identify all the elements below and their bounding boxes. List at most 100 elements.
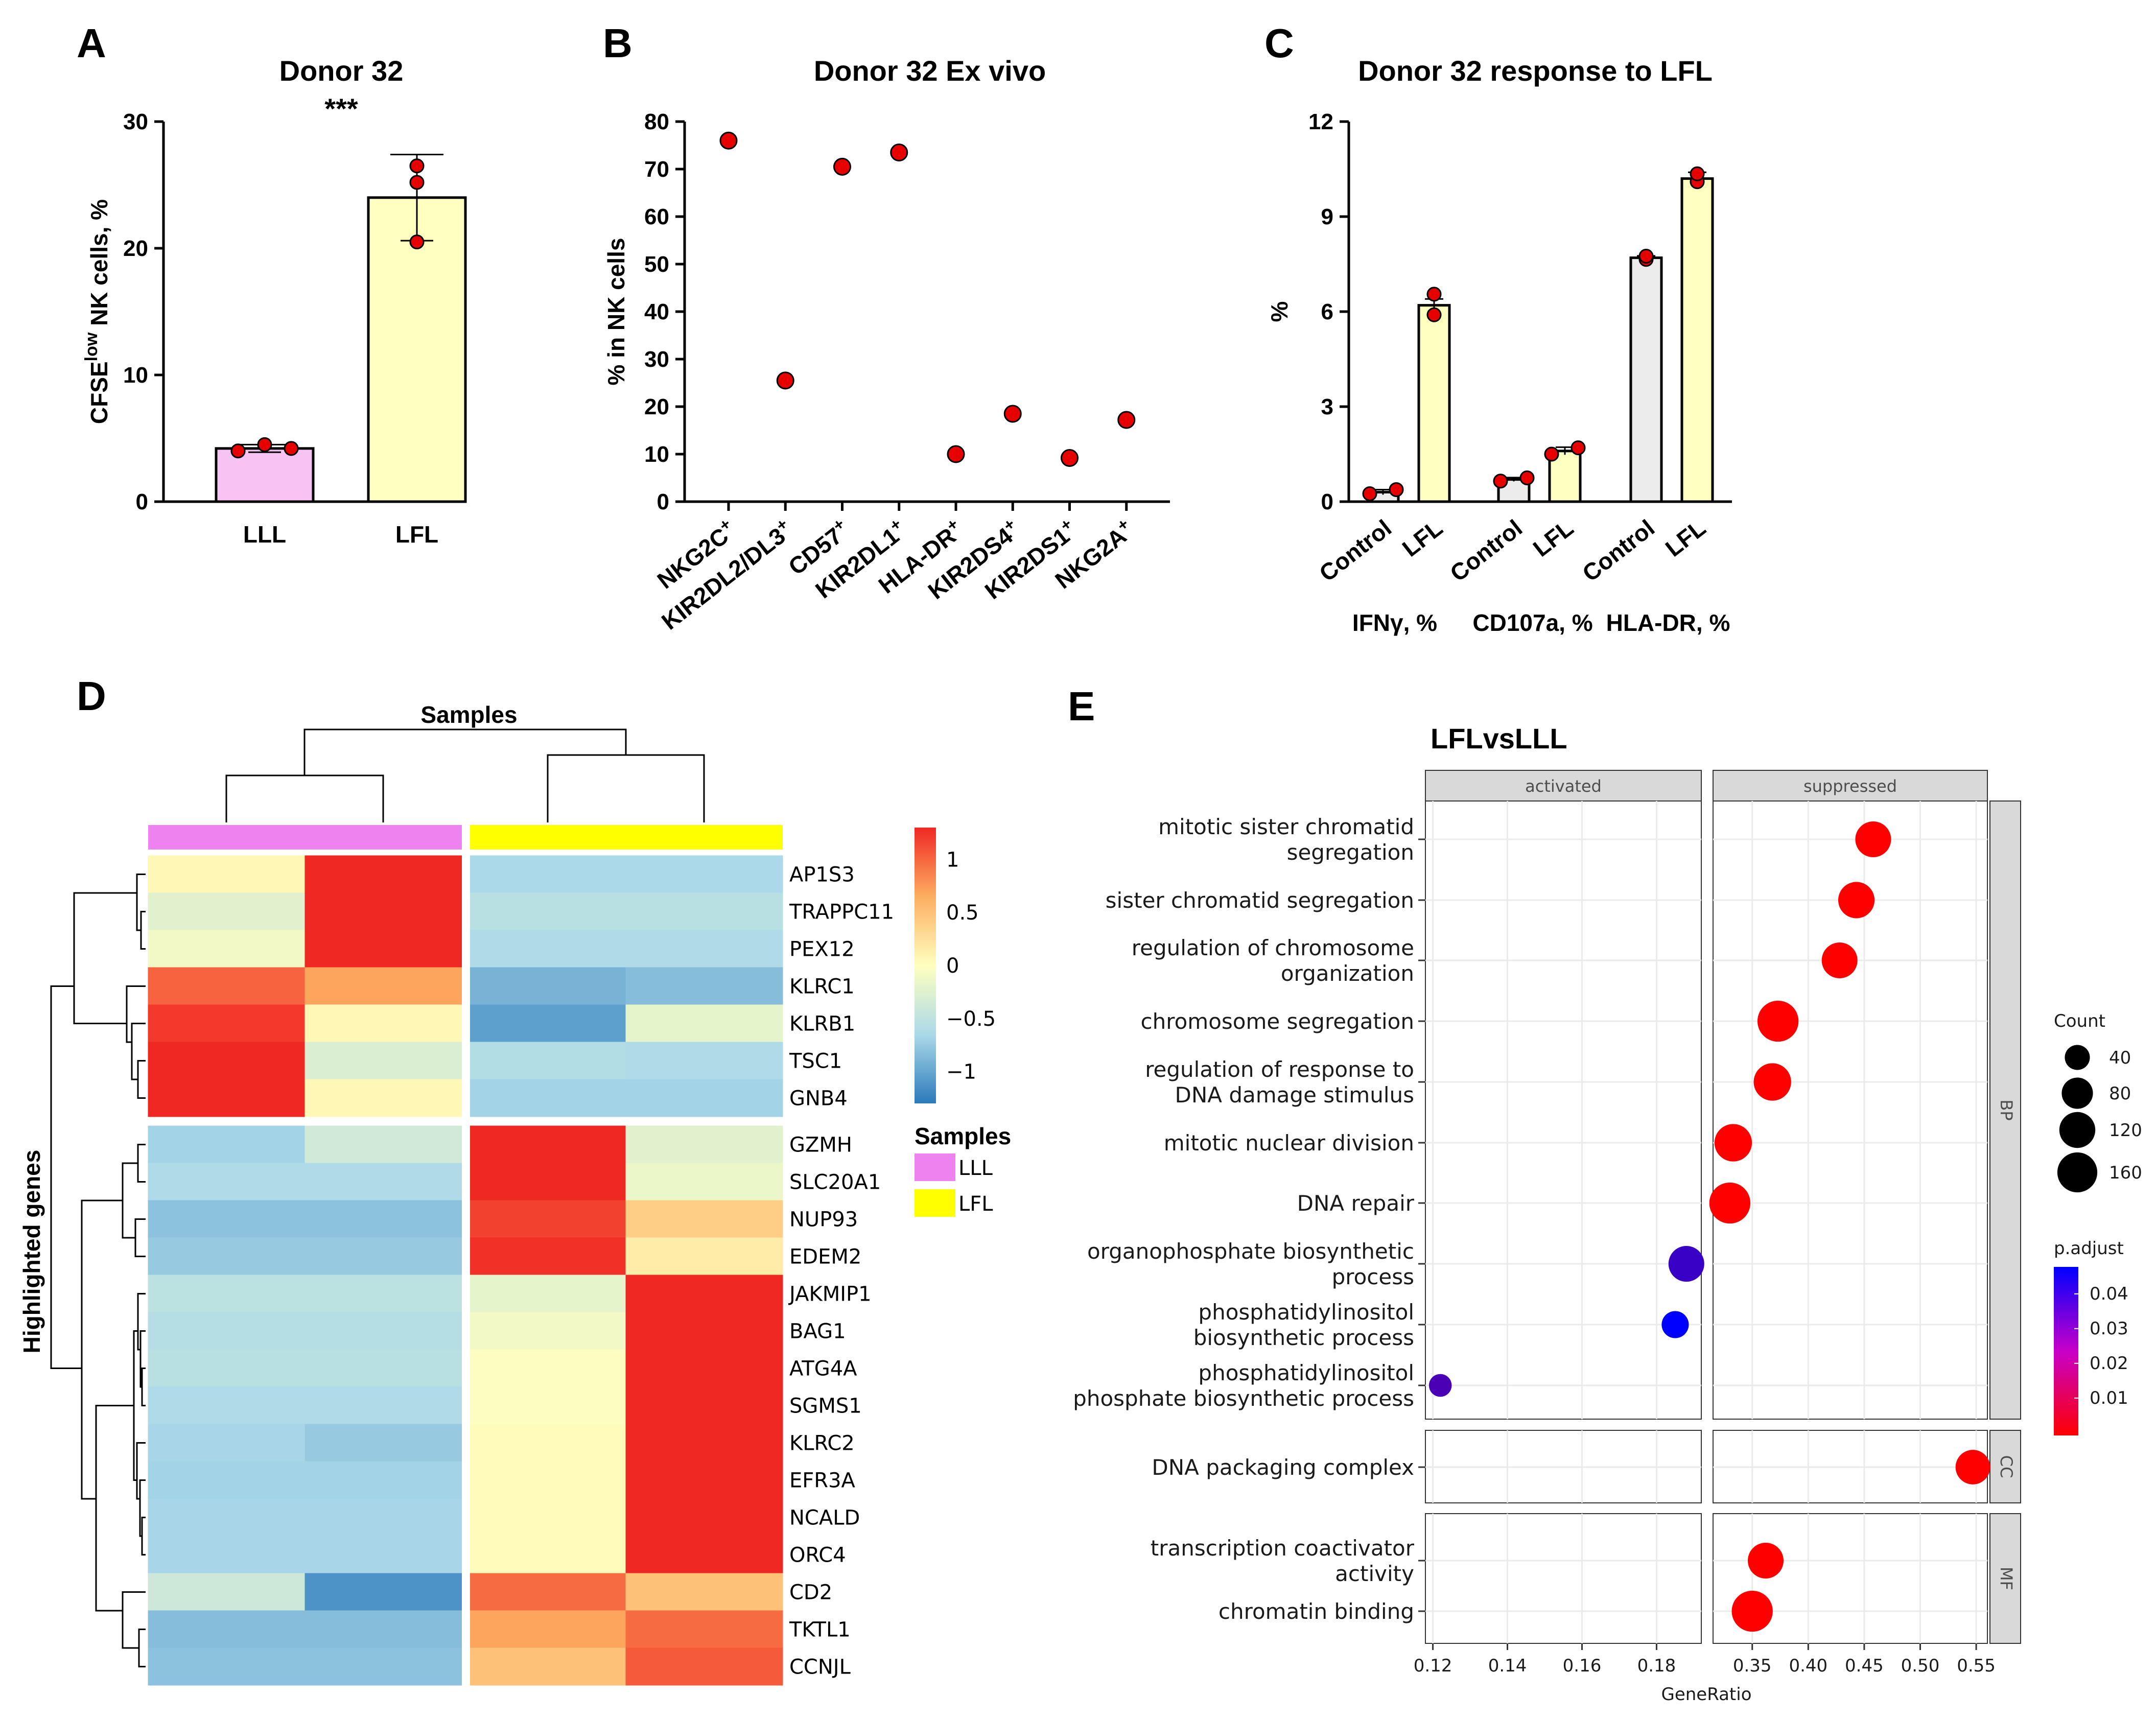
heatmap-cell	[304, 1200, 462, 1238]
y-tick-label: 20	[123, 236, 148, 261]
column-dendrogram	[303, 728, 627, 775]
term-dot	[1955, 1450, 1990, 1485]
row-dendrogram	[50, 985, 82, 1369]
facet-strip-cc	[1989, 1430, 2021, 1503]
data-point	[1426, 287, 1442, 302]
x-tick-label: 0.14	[1488, 1656, 1527, 1676]
heatmap-cell	[470, 1079, 627, 1117]
data-point	[1571, 440, 1586, 456]
x-tick-label: 0.40	[1789, 1656, 1827, 1676]
heatmap-cell	[148, 1004, 306, 1043]
padj-tick-label: 0.04	[2090, 1284, 2128, 1304]
heatmap-cell	[470, 1424, 627, 1462]
group-label: CD107a, %	[1472, 609, 1592, 636]
data-point-nkg2c	[719, 131, 738, 150]
facet-label: activated	[1525, 776, 1602, 796]
heatmap-cell	[470, 1461, 627, 1499]
heatmap-cell	[470, 1498, 627, 1537]
data-point-cd57	[833, 157, 851, 176]
term-label: process	[1332, 1264, 1414, 1289]
bar	[1417, 304, 1451, 503]
panel-c-title: Donor 32 response to LFL	[1358, 55, 1713, 87]
heatmap-cell	[470, 892, 627, 931]
heatmap-cell	[304, 1386, 462, 1425]
heatmap-cell	[304, 892, 462, 931]
sample-legend-label: LLL	[958, 1157, 993, 1180]
heatmap-cell	[304, 967, 462, 1005]
heatmap-title: Samples	[420, 701, 517, 728]
gene-label: NCALD	[789, 1506, 860, 1530]
heatmap-cell	[148, 1312, 306, 1350]
gene-label: ATG4A	[789, 1357, 857, 1381]
term-dot	[1731, 1590, 1773, 1632]
y-tick-label: 0	[657, 489, 669, 514]
count-legend-dot	[2057, 1152, 2098, 1193]
count-legend-title: Count	[2054, 1011, 2105, 1031]
x-tick-label: 0.55	[1957, 1656, 1996, 1676]
heatmap-cell	[304, 1461, 462, 1499]
heatmap-cell	[304, 1237, 462, 1276]
heatmap-cell	[470, 967, 627, 1005]
row-dendrogram	[131, 1023, 146, 1080]
row-dendrogram	[81, 1199, 123, 1500]
heatmap-cell	[470, 1042, 627, 1080]
heatmap-cell	[148, 1386, 306, 1425]
y-tick-label: 10	[123, 363, 148, 388]
heatmap-cell	[625, 1004, 783, 1043]
gene-label: CCNJL	[789, 1656, 851, 1679]
gene-label: EFR3A	[789, 1469, 856, 1493]
column-dendrogram	[225, 774, 384, 822]
panel-label-b: B	[603, 20, 632, 66]
bar	[1629, 256, 1663, 503]
term-label: mitotic sister chromatid	[1158, 814, 1414, 839]
heatmap-cell	[470, 1647, 627, 1686]
y-tick-label: 30	[123, 109, 148, 134]
y-label-rest: NK cells, %	[86, 199, 112, 333]
row-dendrogram	[141, 1368, 146, 1406]
heatmap-cell	[148, 1424, 306, 1462]
group-label: HLA-DR, %	[1606, 609, 1730, 636]
row-dendrogram	[95, 1405, 134, 1612]
heatmap-cell	[148, 1536, 306, 1574]
term-label: DNA repair	[1297, 1191, 1415, 1216]
term-label: mitotic nuclear division	[1164, 1130, 1414, 1156]
heatmap-cell	[625, 1312, 783, 1350]
term-dot	[1748, 1543, 1784, 1578]
gene-label: GNB4	[789, 1087, 848, 1111]
term-label: organophosphate biosynthetic	[1087, 1239, 1414, 1264]
heatmap-cell	[148, 1200, 306, 1238]
heatmap-cell	[625, 1461, 783, 1499]
y-tick-label: 50	[644, 252, 669, 277]
x-tick-label: LFL	[1397, 514, 1447, 562]
y-tick-label: 12	[1308, 109, 1333, 134]
group-label: IFNγ, %	[1352, 609, 1437, 636]
gene-label: PEX12	[789, 938, 855, 961]
heatmap-cell	[304, 1610, 462, 1648]
y-label-sup: low	[82, 332, 101, 361]
scale-tick-label: 0.5	[946, 901, 979, 925]
x-tick-label: Control	[1314, 514, 1396, 587]
gene-label: KLRC1	[789, 975, 855, 999]
heatmap-cell	[148, 1125, 306, 1164]
row-dendrogram	[139, 1330, 146, 1388]
data-point	[1493, 474, 1508, 489]
heatmap-cell	[470, 1610, 627, 1648]
heatmap-cell	[470, 1275, 627, 1313]
panel-a: Donor 32 *** 0 10 20 30 CFSElow NK cells, % LLL…	[82, 55, 467, 548]
x-tick-label: 0.35	[1733, 1656, 1772, 1676]
heatmap-cell	[148, 1349, 306, 1387]
term-label: DNA packaging complex	[1152, 1455, 1414, 1480]
term-label: activity	[1335, 1561, 1414, 1586]
heatmap-cell	[470, 1536, 627, 1574]
scale-tick-label: −0.5	[946, 1007, 996, 1031]
heatmap-cell	[625, 1125, 783, 1164]
heatmap-cell	[148, 1042, 306, 1080]
row-dendrogram	[136, 1442, 146, 1500]
heatmap-cell	[625, 1573, 783, 1611]
term-dot	[1714, 1124, 1752, 1162]
term-label: DNA damage stimulus	[1175, 1082, 1414, 1108]
term-dot	[1668, 1246, 1704, 1282]
data-point	[230, 443, 246, 459]
y-label-main: CFSE	[86, 361, 112, 424]
